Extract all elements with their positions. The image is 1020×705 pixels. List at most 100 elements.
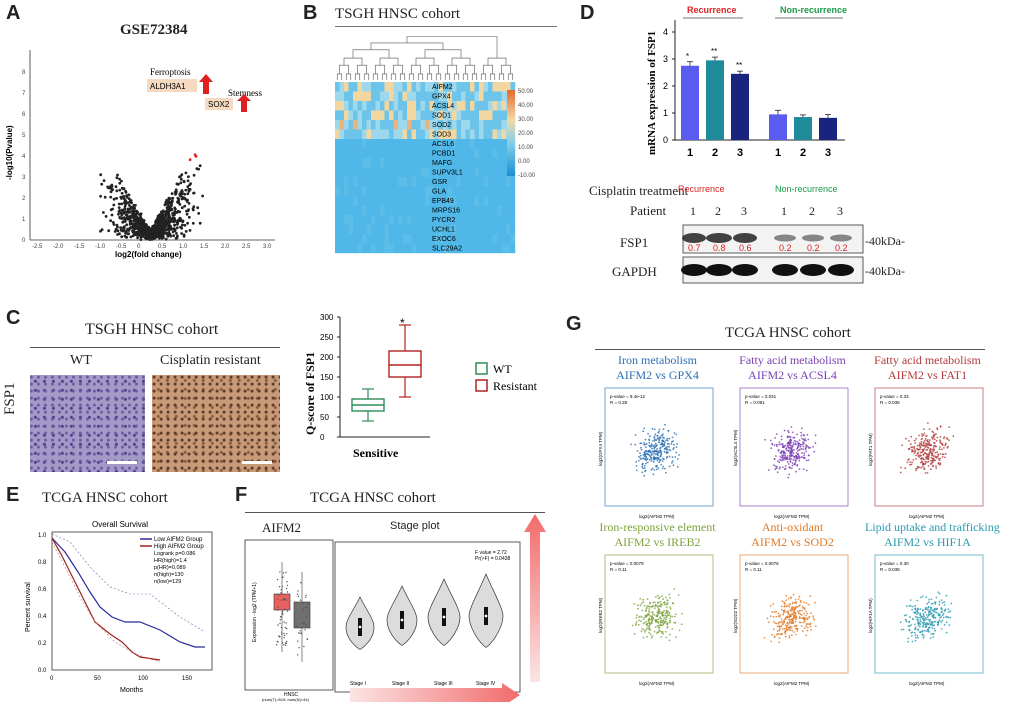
volcano-point [191, 207, 195, 211]
qscore-ylabel: Q-score of FSP1 [303, 352, 317, 435]
sox2-label: SOX2 [208, 100, 230, 109]
correlation-pair: AIFM2 vs GPX4 [616, 368, 699, 382]
volcano-point [164, 201, 168, 204]
volcano-point [165, 231, 169, 235]
volcano-point [127, 193, 131, 197]
survival-ytick: 0.4 [38, 614, 47, 620]
volcano-point [110, 183, 114, 187]
fsp1-bar [794, 117, 812, 140]
correlation-pvalue: p-value = 0.0079 [610, 561, 644, 566]
volcano-point [131, 222, 135, 226]
correlation-title: TCGA HNSC cohort [725, 325, 851, 341]
correlation-ylabel: log2(ACSL4 TPM) [733, 429, 738, 466]
volcano-point [111, 207, 114, 211]
fsp1-bar [731, 73, 749, 140]
heatmap-gene-label: MRPS16 [432, 208, 460, 215]
heatmap-scale-tick: 0.00 [518, 159, 530, 165]
volcano-point [181, 223, 184, 227]
correlation-category: Anti-oxidant [761, 520, 824, 534]
heatmap-gene-label: AIFM2 [432, 84, 453, 91]
volcano-point [187, 175, 190, 179]
volcano-point [141, 235, 145, 238]
volcano-point [155, 233, 159, 236]
volcano-point [120, 208, 124, 212]
volcano-point [170, 219, 173, 223]
volcano-point [171, 230, 175, 234]
volcano-point [113, 230, 117, 233]
volcano-point [147, 228, 151, 232]
volcano-point [132, 204, 136, 207]
non-recurrence-header: Non-recurrence [780, 5, 847, 15]
volcano-point [131, 209, 134, 213]
heatmap-gene-label: SOD1 [432, 113, 451, 120]
box-note: (num(T)=519; num(N)=44) [262, 697, 310, 702]
stage-tick-label: Stage IV [476, 681, 496, 687]
correlation-r: R = 0.28 [610, 400, 628, 405]
box-star: * [400, 316, 405, 330]
fsp1-band [682, 233, 706, 243]
volcano-point [121, 229, 125, 233]
volcano-xtick: -0.5 [116, 244, 127, 250]
volcano-point [149, 229, 153, 232]
bar-xtick: 1 [775, 147, 781, 159]
volcano-point [152, 227, 156, 231]
kda-label-gapdh: -40kDa- [865, 264, 905, 278]
volcano-point [188, 158, 192, 162]
volcano-point [157, 219, 160, 223]
volcano-point [182, 233, 186, 237]
heatmap-gene-label: PCBD1 [432, 151, 455, 158]
stemness-label: Stemness [228, 88, 262, 98]
box-ytick: 50 [320, 413, 329, 422]
volcano-point [145, 230, 149, 234]
volcano-point [116, 229, 120, 233]
survival-xlabel: Months [120, 687, 143, 694]
correlation-category: Lipid uptake and trafficking [865, 520, 1000, 534]
aifm2-box-title: AIFM2 [262, 520, 302, 535]
correlation-panel: Fatty acid metabolism AIFM2 vs FAT1 p-valu… [865, 353, 990, 528]
volcano-point [158, 236, 161, 240]
gapdh-band [732, 264, 758, 276]
volcano-point [148, 232, 152, 236]
volcano-point [115, 176, 119, 180]
volcano-point [109, 185, 113, 189]
survival-stat: n(high)=130 [154, 572, 184, 578]
volcano-point [128, 217, 132, 221]
correlation-category: Fatty acid metabolism [739, 353, 846, 367]
volcano-point [120, 235, 124, 239]
box-ytick: 0 [320, 433, 325, 442]
blot-lane-label: 1 [690, 204, 696, 218]
volcano-point [117, 212, 120, 216]
correlation-pair: AIFM2 vs IREB2 [614, 535, 701, 549]
patient-label: Patient [630, 203, 667, 218]
volcano-point [181, 190, 184, 194]
blot-lane-label: 3 [837, 204, 843, 218]
survival-xtick: 0 [50, 676, 54, 682]
volcano-point [123, 234, 127, 238]
volcano-point [111, 188, 114, 191]
volcano-point [171, 196, 175, 200]
volcano-point [115, 189, 119, 193]
volcano-point [120, 217, 124, 220]
volcano-point [170, 192, 174, 196]
volcano-point [104, 215, 108, 218]
heatmap-gene-label: ACSL4 [432, 103, 454, 110]
volcano-point [128, 210, 132, 214]
fsp1-band [706, 233, 732, 243]
volcano-point [99, 173, 103, 177]
volcano-point [119, 226, 122, 230]
panel-label-c: C [6, 307, 21, 329]
panel-label-f: F [235, 484, 248, 506]
fsp1-band [830, 234, 852, 242]
volcano-point [196, 206, 200, 210]
bar-significance: ** [736, 61, 742, 70]
panel-label-b: B [303, 2, 318, 24]
correlation-category: Iron metabolism [618, 353, 697, 367]
volcano-point [132, 218, 136, 222]
volcano-point [174, 192, 178, 196]
heatmap-gene-label: PYCR2 [432, 217, 455, 224]
volcano-point [111, 221, 115, 224]
panel-label-a: A [6, 2, 21, 24]
gapdh-band [800, 264, 826, 276]
volcano-point [198, 221, 202, 225]
blot-quant-value: 0.2 [835, 243, 848, 253]
